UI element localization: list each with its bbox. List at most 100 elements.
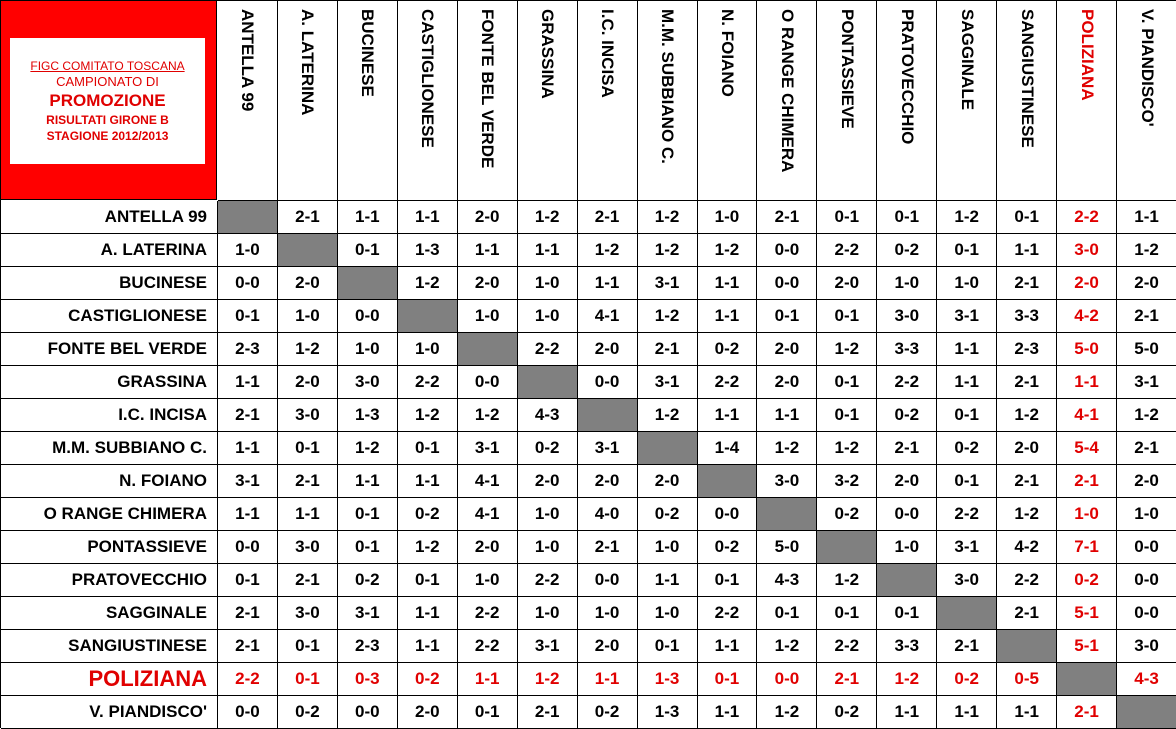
result-cell: 2-0 [577, 333, 638, 366]
result-cell: 1-1 [577, 267, 638, 300]
column-header-label: M.M. SUBBIANO C. [658, 9, 678, 164]
result-cell: 0-1 [937, 399, 998, 432]
result-cell: 0-1 [817, 399, 878, 432]
result-cell: 2-2 [218, 663, 278, 696]
result-cell: 2-1 [1057, 465, 1118, 498]
result-cell: 1-2 [517, 201, 578, 234]
result-cell: 0-2 [397, 663, 458, 696]
result-cell: 2-0 [757, 333, 818, 366]
result-cell: 2-1 [1057, 696, 1118, 729]
result-cell: 2-0 [1117, 267, 1176, 300]
result-cell: 1-1 [1057, 366, 1118, 399]
result-cell: 4-1 [457, 465, 518, 498]
result-cell: 2-1 [218, 597, 278, 630]
column-header-label: BUCINESE [358, 9, 378, 97]
result-cell: 0-2 [877, 399, 938, 432]
row-label: PRATOVECCHIO [1, 564, 218, 597]
result-cell: 1-1 [637, 564, 698, 597]
row-label: ANTELLA 99 [1, 201, 218, 234]
result-cell: 2-0 [577, 465, 638, 498]
result-cell: 3-0 [1117, 630, 1176, 663]
result-cell: 1-2 [817, 432, 878, 465]
result-cell: 1-1 [757, 399, 818, 432]
result-cell: 3-1 [577, 432, 638, 465]
result-cell: 0-0 [218, 267, 278, 300]
column-header-label: SANGIUSTINESE [1017, 9, 1037, 148]
result-cell: 2-2 [817, 234, 878, 267]
self-match-cell [997, 630, 1058, 663]
result-cell: 3-1 [637, 366, 698, 399]
column-header-label: FONTE BEL VERDE [478, 9, 498, 169]
self-match-cell [337, 267, 398, 300]
result-cell: 0-0 [877, 498, 938, 531]
result-cell: 0-1 [218, 300, 278, 333]
result-cell: 2-1 [997, 366, 1058, 399]
column-header-label: N. FOIANO [717, 9, 737, 97]
result-cell: 1-2 [937, 201, 998, 234]
result-cell: 0-1 [937, 465, 998, 498]
result-cell: 0-1 [817, 201, 878, 234]
self-match-cell [937, 597, 998, 630]
result-cell: 0-2 [877, 234, 938, 267]
result-cell: 1-0 [877, 531, 938, 564]
result-cell: 1-2 [757, 630, 818, 663]
result-cell: 1-0 [1117, 498, 1176, 531]
row-label: V. PIANDISCO' [1, 696, 218, 729]
result-cell: 0-1 [337, 531, 398, 564]
result-cell: 0-1 [877, 597, 938, 630]
result-cell: 2-0 [457, 267, 518, 300]
result-cell: 0-2 [1057, 564, 1118, 597]
column-header: PONTASSIEVE [817, 1, 878, 201]
result-cell: 2-1 [577, 531, 638, 564]
result-cell: 2-1 [277, 564, 338, 597]
result-cell: 1-1 [697, 630, 758, 663]
result-cell: 2-2 [1057, 201, 1118, 234]
result-cell: 2-1 [277, 465, 338, 498]
result-cell: 3-0 [277, 399, 338, 432]
result-cell: 2-0 [277, 267, 338, 300]
result-cell: 0-0 [1117, 564, 1176, 597]
result-cell: 0-1 [277, 630, 338, 663]
result-cell: 4-2 [1057, 300, 1118, 333]
row-label: PONTASSIEVE [1, 531, 218, 564]
title-box: FIGC COMITATO TOSCANA CAMPIONATO DI PROM… [10, 38, 205, 164]
self-match-cell [397, 300, 458, 333]
result-cell: 0-1 [817, 300, 878, 333]
result-cell: 3-1 [937, 531, 998, 564]
result-cell: 1-2 [637, 201, 698, 234]
result-cell: 1-2 [457, 399, 518, 432]
self-match-cell [817, 531, 878, 564]
result-cell: 0-2 [697, 333, 758, 366]
result-cell: 2-3 [337, 630, 398, 663]
result-cell: 4-3 [1117, 663, 1176, 696]
result-cell: 1-2 [1117, 399, 1176, 432]
result-cell: 2-1 [997, 597, 1058, 630]
column-header-label: PRATOVECCHIO [897, 9, 917, 145]
result-cell: 1-0 [637, 531, 698, 564]
column-header: I.C. INCISA [577, 1, 638, 201]
row-label: POLIZIANA [1, 663, 218, 696]
result-cell: 0-1 [697, 564, 758, 597]
result-cell: 2-2 [817, 630, 878, 663]
result-cell: 2-1 [997, 465, 1058, 498]
result-cell: 4-1 [457, 498, 518, 531]
result-cell: 1-0 [457, 564, 518, 597]
result-cell: 2-1 [218, 399, 278, 432]
result-cell: 0-0 [1117, 531, 1176, 564]
result-cell: 1-0 [517, 498, 578, 531]
result-cell: 0-0 [577, 564, 638, 597]
result-cell: 0-2 [337, 564, 398, 597]
result-cell: 3-3 [997, 300, 1058, 333]
result-cell: 0-1 [997, 201, 1058, 234]
row-label: SAGGINALE [1, 597, 218, 630]
result-cell: 2-0 [757, 366, 818, 399]
result-cell: 0-0 [1117, 597, 1176, 630]
result-cell: 2-2 [457, 597, 518, 630]
result-cell: 1-0 [397, 333, 458, 366]
championship-label: CAMPIONATO DI [56, 73, 159, 89]
result-cell: 0-0 [757, 663, 818, 696]
self-match-cell [277, 234, 338, 267]
result-cell: 1-1 [397, 630, 458, 663]
result-cell: 1-1 [397, 597, 458, 630]
column-header-label: SAGGINALE [957, 9, 977, 111]
